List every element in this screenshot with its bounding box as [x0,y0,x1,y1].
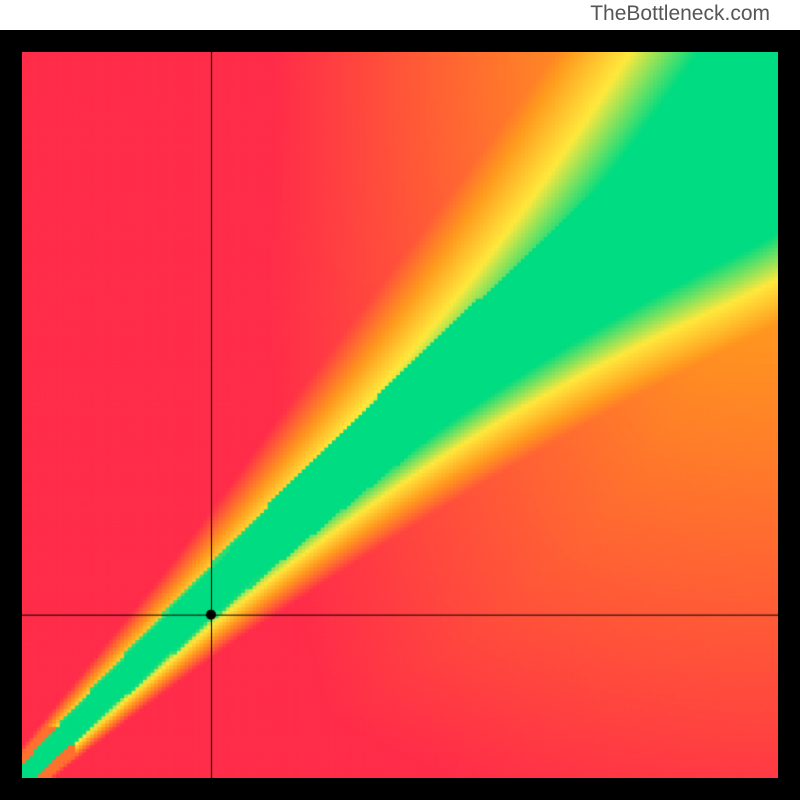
heatmap-plot [22,52,778,778]
frame-top [0,30,800,52]
frame-bottom [0,778,800,800]
frame-left [0,30,22,800]
watermark-text: TheBottleneck.com [590,2,770,26]
frame-right [778,30,800,800]
